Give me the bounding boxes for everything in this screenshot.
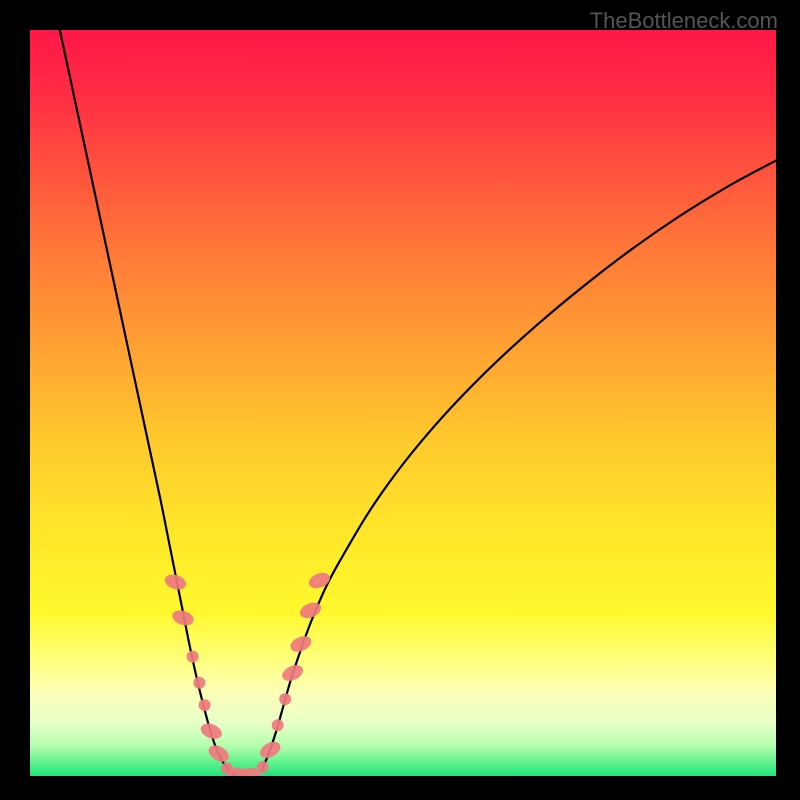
plot-area bbox=[30, 30, 776, 776]
marker-left bbox=[193, 677, 205, 689]
marker-left bbox=[206, 742, 232, 765]
marker-left bbox=[199, 699, 211, 711]
marker-right bbox=[307, 570, 333, 591]
curve-left bbox=[60, 30, 235, 775]
marker-right bbox=[257, 761, 269, 773]
marker-right bbox=[279, 693, 291, 705]
curve-right bbox=[261, 161, 776, 771]
marker-right bbox=[257, 739, 283, 762]
marker-left bbox=[163, 572, 188, 592]
marker-right bbox=[280, 662, 306, 684]
marker-left bbox=[187, 651, 199, 663]
plot-svg bbox=[30, 30, 776, 776]
marker-right bbox=[272, 719, 284, 731]
watermark-text: TheBottleneck.com bbox=[590, 8, 778, 34]
marker-left bbox=[198, 721, 224, 742]
marker-left bbox=[170, 608, 195, 628]
